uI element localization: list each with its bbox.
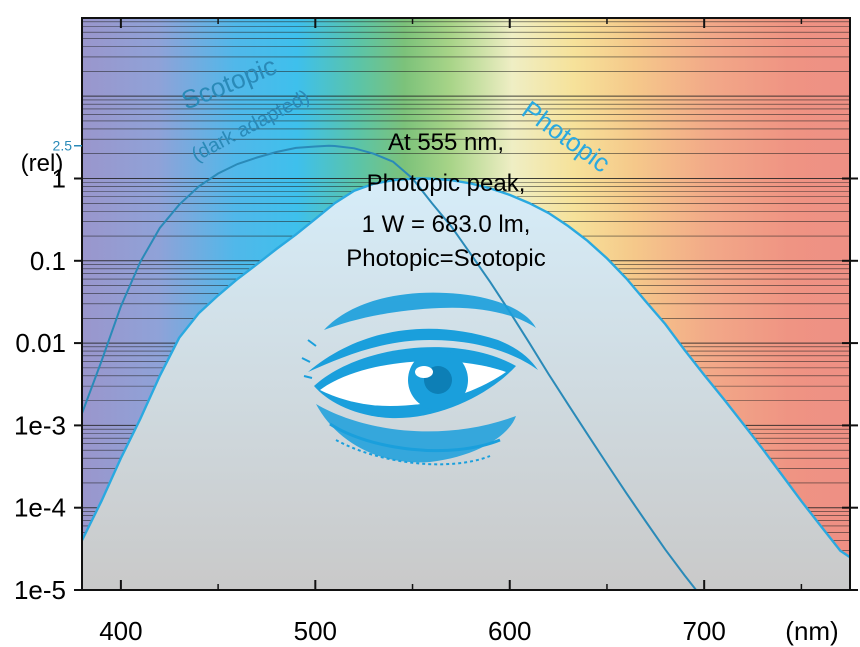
y-tick-label: 1e-3 — [14, 410, 66, 440]
y-axis: 1 0.1 0.01 1e-3 1e-4 1e-5 — [14, 144, 858, 605]
x-axis: 400 500 600 700 — [99, 18, 803, 646]
annotation-line-2: Photopic peak, — [367, 170, 526, 197]
x-tick-label: 400 — [99, 616, 142, 646]
y-axis-label: (rel) — [21, 150, 64, 177]
x-tick-label: 600 — [488, 616, 531, 646]
x-tick-label: 700 — [682, 616, 725, 646]
annotation-line-3: 1 W = 683.0 lm, — [362, 211, 531, 238]
photopic-curve — [82, 177, 850, 559]
y-marker-label: 2.5 — [53, 138, 73, 154]
annotation-line-4: Photopic=Scotopic — [346, 245, 545, 272]
x-tick-label: 500 — [294, 616, 337, 646]
plot-frame — [81, 17, 851, 591]
annotation-line-1: At 555 nm, — [388, 129, 504, 156]
y-tick-label: 1e-4 — [14, 493, 66, 523]
annotation: At 555 nm, Photopic peak, 1 W = 683.0 lm… — [346, 129, 545, 272]
scotopic-curve — [82, 144, 698, 590]
eye-icon — [301, 292, 538, 466]
y-tick-label: 0.01 — [15, 328, 66, 358]
y-tick-label: 1 — [52, 163, 66, 193]
y-tick-label: 1e-5 — [14, 575, 66, 605]
x-axis-label: (nm) — [785, 616, 838, 646]
y-tick-label: 0.1 — [30, 246, 66, 276]
